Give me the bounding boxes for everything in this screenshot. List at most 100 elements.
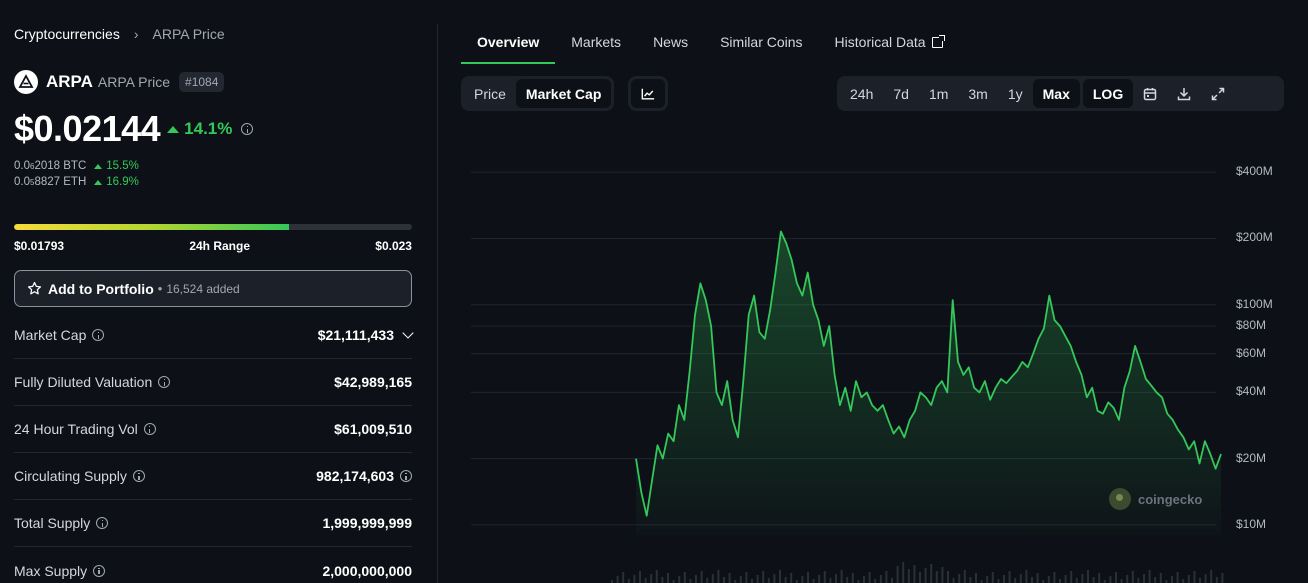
range-24h[interactable]: 24h (850, 85, 874, 102)
tab-label: Historical Data (834, 34, 926, 50)
btc-change: 15.5% (94, 160, 139, 172)
volume-bar (896, 566, 899, 583)
volume-bar (767, 578, 770, 583)
volume-bar (1199, 578, 1201, 583)
breadcrumb: Cryptocurrencies › ARPA Price (14, 26, 225, 42)
info-icon[interactable] (93, 564, 106, 577)
volume-bar (745, 572, 748, 583)
y-axis-tick-label: $100M (1236, 296, 1273, 311)
volume-bar (1109, 576, 1112, 583)
y-axis-tick-label: $60M (1236, 345, 1267, 360)
tab-markets[interactable]: Markets (555, 30, 637, 62)
volume-bar (790, 573, 793, 583)
tab-overview[interactable]: Overview (461, 30, 556, 64)
stat-value: 1,999,999,999 (322, 515, 412, 531)
market-cap-chart[interactable]: $400M $200M $100M $80M $60M $40M $20M $10M coin… (461, 140, 1291, 583)
volume-bar (1176, 572, 1179, 583)
volume-bar (885, 571, 888, 583)
info-icon[interactable] (143, 423, 156, 435)
range-3m[interactable]: 3m (968, 85, 988, 102)
tab-label: News (653, 34, 689, 50)
info-icon[interactable] (400, 470, 412, 482)
expand-icon (1211, 87, 1225, 100)
volume-bar (650, 574, 653, 583)
volume-bar (1081, 574, 1084, 583)
log-scale-toggle[interactable]: LOG (1082, 79, 1134, 108)
range-low: $0.01793 (14, 239, 65, 253)
volume-bar (1131, 571, 1134, 583)
volume-bar (818, 575, 821, 583)
volume-bar (1154, 577, 1157, 583)
stat-value: $21,111,433 (317, 327, 394, 343)
stat-row-total-supply: Total Supply 1,999,999,999 (14, 500, 412, 547)
volume-bar (751, 579, 753, 583)
volume-bar (963, 570, 966, 583)
chevron-right-icon: › (133, 26, 139, 42)
eth-price-prefix: 0.0 (14, 176, 30, 188)
volume-bar (672, 580, 675, 583)
volume-bar (1047, 576, 1050, 583)
range-max[interactable]: Max (1032, 79, 1080, 108)
range-labels: $0.01793 24h Range $0.023 (14, 239, 412, 253)
chevron-down-icon[interactable] (402, 326, 414, 339)
line-chart-icon (641, 88, 655, 100)
info-icon[interactable] (92, 329, 105, 341)
add-to-portfolio-button[interactable]: Add to Portfolio • 16,524 added (14, 270, 412, 307)
btc-price-prefix: 0.0 (14, 160, 30, 172)
coin-header: ARPA ARPA Price #1084 (14, 70, 225, 94)
eth-change-value: 16.9% (106, 176, 139, 188)
download-button[interactable] (1167, 79, 1201, 108)
volume-bar (723, 577, 725, 583)
stat-row-fdv: Fully Diluted Valuation $42,989,165 (14, 359, 412, 406)
volume-bar (706, 578, 709, 583)
tab-label: Markets (571, 34, 622, 50)
info-icon[interactable] (241, 123, 254, 135)
y-axis-tick-label: $20M (1236, 450, 1267, 465)
volume-bar (1036, 573, 1039, 583)
volume-bar (784, 577, 787, 583)
volume-bar (644, 578, 647, 583)
stat-value: $42,989,165 (334, 374, 412, 390)
range-1y[interactable]: 1y (1007, 85, 1023, 102)
caret-up-icon (94, 179, 103, 185)
volume-bar (868, 572, 871, 583)
tab-historical-data[interactable]: Historical Data (819, 30, 959, 62)
volume-bar (661, 577, 664, 583)
tab-news[interactable]: News (637, 30, 704, 62)
price-toggle[interactable]: Price (474, 85, 506, 102)
breadcrumb-root-link[interactable]: Cryptocurrencies (14, 26, 120, 42)
range-bar (14, 224, 412, 230)
fullscreen-button[interactable] (1201, 79, 1235, 108)
btc-change-value: 15.5% (106, 160, 139, 172)
line-chart-button[interactable] (631, 79, 665, 108)
volume-bar (941, 567, 944, 583)
price-change: 14.1% (167, 119, 232, 139)
info-icon[interactable] (96, 517, 109, 529)
info-icon[interactable] (158, 376, 171, 388)
volume-bar (879, 575, 882, 583)
caret-up-icon (94, 163, 103, 169)
volume-bar (622, 572, 625, 583)
range-7d[interactable]: 7d (893, 85, 909, 102)
info-icon[interactable] (132, 470, 145, 482)
stat-label: Market Cap (14, 327, 87, 343)
rank-badge: #1084 (179, 72, 225, 92)
y-axis-tick-label: $10M (1236, 516, 1267, 531)
calendar-button[interactable] (1133, 79, 1167, 108)
volume-bar (986, 576, 989, 583)
chart-area-fill (636, 231, 1221, 535)
volume-bar (1087, 570, 1089, 583)
volume-bar (1103, 580, 1106, 583)
range-1m[interactable]: 1m (928, 85, 949, 102)
tab-similar-coins[interactable]: Similar Coins (704, 30, 818, 62)
volume-bar (919, 572, 921, 583)
y-axis-tick-label: $200M (1236, 230, 1273, 245)
volume-bar (891, 578, 893, 583)
volume-bar (1148, 570, 1151, 583)
breadcrumb-current: ARPA Price (152, 26, 225, 42)
stat-row-market-cap: Market Cap $21,111,433 (14, 312, 414, 359)
volume-bar (795, 580, 798, 583)
market-cap-toggle[interactable]: Market Cap (515, 79, 612, 108)
time-range-selector: 24h 7d 1m 3m 1y Max LOG (837, 76, 1284, 111)
tab-label: Overview (477, 34, 540, 50)
